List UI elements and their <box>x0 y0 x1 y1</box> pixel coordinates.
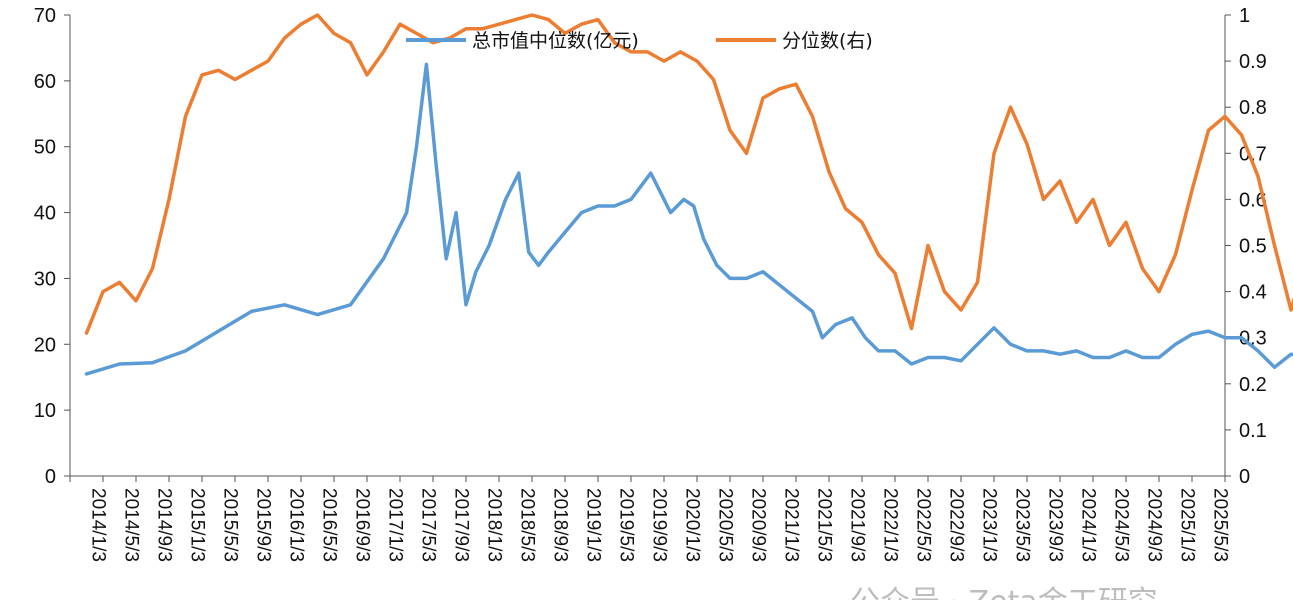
y-right-tick-label: 0.5 <box>1239 236 1267 258</box>
x-tick-label: 2020/9/3 <box>748 488 769 562</box>
x-tick-label: 2023/1/3 <box>979 488 1000 562</box>
y-left-tick-label: 20 <box>34 334 56 356</box>
y-right-tick-label: 0 <box>1239 466 1250 488</box>
y-left-tick-label: 10 <box>34 400 56 422</box>
x-tick-label: 2024/5/3 <box>1111 488 1132 562</box>
x-tick-label: 2017/9/3 <box>451 488 472 562</box>
x-tick-label: 2018/9/3 <box>550 488 571 562</box>
y-right-tick-label: 0.2 <box>1239 374 1267 396</box>
x-tick-label: 2020/1/3 <box>682 488 703 562</box>
x-tick-label: 2022/5/3 <box>913 488 934 562</box>
x-tick-label: 2014/1/3 <box>88 488 109 562</box>
x-tick-label: 2015/5/3 <box>220 488 241 562</box>
x-tick-label: 2023/5/3 <box>1012 488 1033 562</box>
x-tick-label: 2016/5/3 <box>319 488 340 562</box>
x-tick-label: 2024/1/3 <box>1078 488 1099 562</box>
x-tick-label: 2019/9/3 <box>649 488 670 562</box>
y-left-tick-label: 50 <box>34 137 56 159</box>
legend-label-market-cap: 总市值中位数(亿元) <box>472 30 639 52</box>
y-left-tick-label: 40 <box>34 203 56 225</box>
chart-legend: 总市值中位数(亿元) 分位数(右) <box>406 30 873 52</box>
chart-axes: 01020304050607000.10.20.30.40.50.60.70.8… <box>34 5 1267 562</box>
y-right-tick-label: 0.6 <box>1239 189 1267 211</box>
x-tick-label: 2017/5/3 <box>418 488 439 562</box>
x-tick-label: 2022/9/3 <box>946 488 967 562</box>
y-left-tick-label: 0 <box>45 466 56 488</box>
x-tick-label: 2023/9/3 <box>1045 488 1066 562</box>
x-tick-label: 2016/9/3 <box>352 488 373 562</box>
x-tick-label: 2025/5/3 <box>1210 488 1231 562</box>
x-tick-label: 2018/1/3 <box>484 488 505 562</box>
x-tick-label: 2021/1/3 <box>781 488 802 562</box>
y-right-tick-label: 0.8 <box>1239 97 1267 119</box>
y-left-tick-label: 70 <box>34 5 56 27</box>
x-tick-label: 2018/5/3 <box>517 488 538 562</box>
x-tick-label: 2024/9/3 <box>1144 488 1165 562</box>
series-line-percentile <box>84 13 1293 335</box>
y-right-tick-label: 0.9 <box>1239 51 1267 73</box>
x-tick-label: 2016/1/3 <box>286 488 307 562</box>
x-tick-label: 2019/1/3 <box>583 488 604 562</box>
y-left-tick-label: 60 <box>34 71 56 93</box>
x-tick-label: 2014/9/3 <box>154 488 175 562</box>
series-line-market-cap <box>84 62 1293 376</box>
x-tick-label: 2014/5/3 <box>121 488 142 562</box>
x-tick-label: 2017/1/3 <box>385 488 406 562</box>
chart-series-layer <box>84 13 1293 376</box>
x-tick-label: 2015/9/3 <box>253 488 274 562</box>
y-right-tick-label: 1 <box>1239 5 1250 27</box>
legend-label-percentile: 分位数(右) <box>782 30 873 52</box>
y-right-tick-label: 0.1 <box>1239 420 1267 442</box>
x-tick-label: 2021/5/3 <box>814 488 835 562</box>
x-tick-label: 2020/5/3 <box>715 488 736 562</box>
watermark-text: 公众号 · Zeta金工研究 <box>850 585 1158 600</box>
x-tick-label: 2015/1/3 <box>187 488 208 562</box>
x-tick-label: 2025/1/3 <box>1177 488 1198 562</box>
x-tick-label: 2019/5/3 <box>616 488 637 562</box>
y-right-tick-label: 0.3 <box>1239 328 1267 350</box>
y-right-tick-label: 0.4 <box>1239 282 1267 304</box>
y-left-tick-label: 30 <box>34 268 56 290</box>
x-tick-label: 2022/1/3 <box>880 488 901 562</box>
x-tick-label: 2021/9/3 <box>847 488 868 562</box>
